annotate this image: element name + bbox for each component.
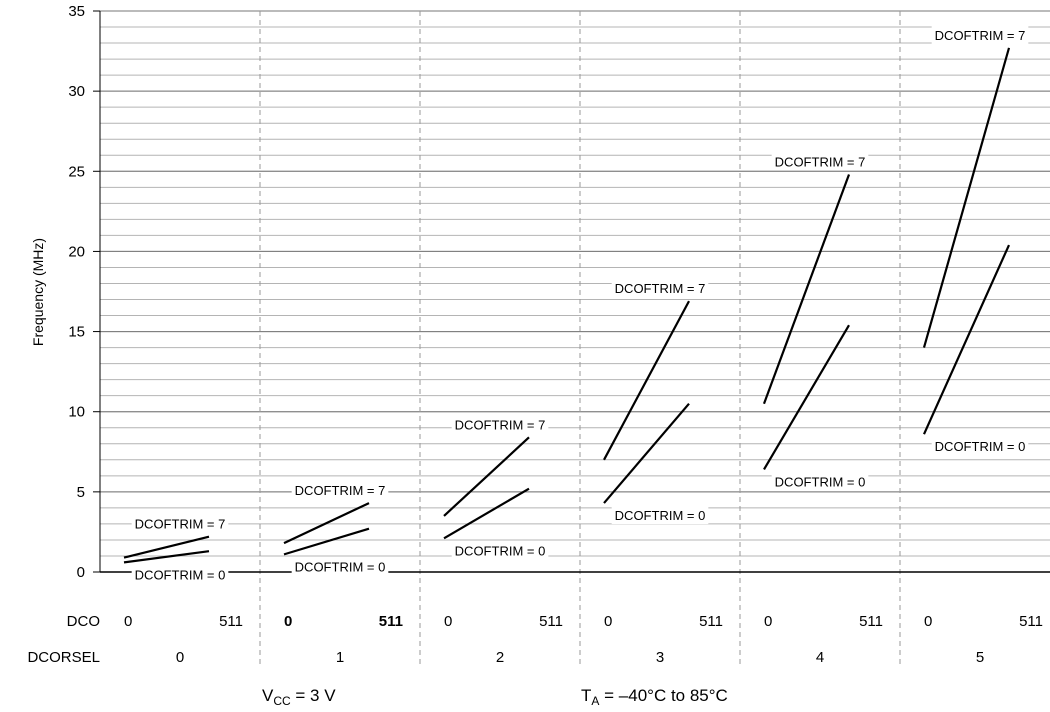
series-line-dcoftrim-0: [123, 550, 210, 564]
dco-max-label: 511: [859, 613, 883, 630]
data-label-background: [931, 25, 1029, 44]
dco-min-label: 0: [924, 613, 932, 630]
dco-max-label: 511: [699, 613, 723, 630]
dcorsel-value-label: 1: [336, 649, 344, 666]
dcorsel-value-label: 3: [656, 649, 664, 666]
y-tick-label: 25: [68, 163, 85, 180]
temperature-condition: TA = –40°C to 85°C: [581, 686, 728, 708]
dco-min-label: 0: [444, 613, 452, 630]
series-line-dcoftrim-7: [922, 47, 1011, 348]
dco-min-label: 0: [764, 613, 772, 630]
y-tick-label: 35: [68, 3, 85, 20]
series-line-dcoftrim-0: [922, 244, 1011, 435]
data-label-dcoftrim-7: DCOFTRIM = 7: [615, 281, 706, 296]
y-tick-label: 20: [68, 243, 85, 260]
y-axis-label: Frequency (MHz): [30, 238, 46, 346]
y-tick-label: 10: [68, 404, 85, 421]
data-label-background: [131, 514, 229, 533]
y-tick-label: 30: [68, 83, 85, 100]
data-label-dcoftrim-0: DCOFTRIM = 0: [615, 508, 706, 523]
dco-min-label: 0: [124, 613, 132, 630]
series-line-dcoftrim-7: [283, 502, 370, 545]
series-line-dcoftrim-7: [603, 300, 690, 461]
dcorsel-value-label: 0: [176, 649, 184, 666]
dco-row-label: DCO: [67, 613, 100, 630]
vcc-condition: VCC = 3 V: [262, 686, 336, 708]
data-label-background: [291, 481, 389, 500]
series-line-dcoftrim-0: [763, 324, 850, 470]
dcorsel-row-label: DCORSEL: [27, 649, 100, 666]
data-label-background: [451, 415, 549, 434]
data-label-dcoftrim-7: DCOFTRIM = 7: [935, 28, 1026, 43]
series-line-dcoftrim-0: [283, 527, 370, 556]
dco-min-label: 0: [284, 613, 292, 630]
data-label-dcoftrim-0: DCOFTRIM = 0: [935, 439, 1026, 454]
data-label-background: [451, 541, 549, 560]
data-label-dcoftrim-0: DCOFTRIM = 0: [135, 567, 226, 582]
dcorsel-value-label: 5: [976, 649, 984, 666]
dco-max-label: 511: [379, 613, 403, 630]
y-tick-label: 15: [68, 324, 85, 341]
series-line-dcoftrim-0: [443, 487, 530, 540]
series-line-dcoftrim-7: [443, 436, 530, 517]
data-label-dcoftrim-7: DCOFTRIM = 7: [135, 517, 226, 532]
data-label-dcoftrim-7: DCOFTRIM = 7: [455, 417, 546, 432]
data-label-background: [771, 472, 869, 491]
y-tick-label: 0: [77, 564, 85, 581]
dcorsel-value-label: 2: [496, 649, 504, 666]
dco-min-label: 0: [604, 613, 612, 630]
data-label-dcoftrim-7: DCOFTRIM = 7: [295, 483, 386, 498]
data-label-dcoftrim-0: DCOFTRIM = 0: [455, 543, 546, 558]
data-label-background: [611, 506, 709, 525]
dcorsel-value-label: 4: [816, 649, 824, 666]
data-label-dcoftrim-0: DCOFTRIM = 0: [775, 474, 866, 489]
series-line-dcoftrim-7: [123, 535, 210, 559]
series-line-dcoftrim-7: [762, 174, 851, 405]
data-label-background: [771, 152, 869, 171]
data-label-dcoftrim-0: DCOFTRIM = 0: [295, 559, 386, 574]
data-label-background: [131, 565, 229, 584]
dco-max-label: 511: [1019, 613, 1043, 630]
y-tick-label: 5: [77, 484, 85, 501]
data-label-dcoftrim-7: DCOFTRIM = 7: [775, 154, 866, 169]
data-label-background: [611, 279, 709, 298]
dco-max-label: 511: [539, 613, 563, 630]
data-label-background: [931, 437, 1029, 456]
data-label-background: [291, 557, 389, 576]
dco-max-label: 511: [219, 613, 243, 630]
series-line-dcoftrim-0: [603, 402, 690, 504]
